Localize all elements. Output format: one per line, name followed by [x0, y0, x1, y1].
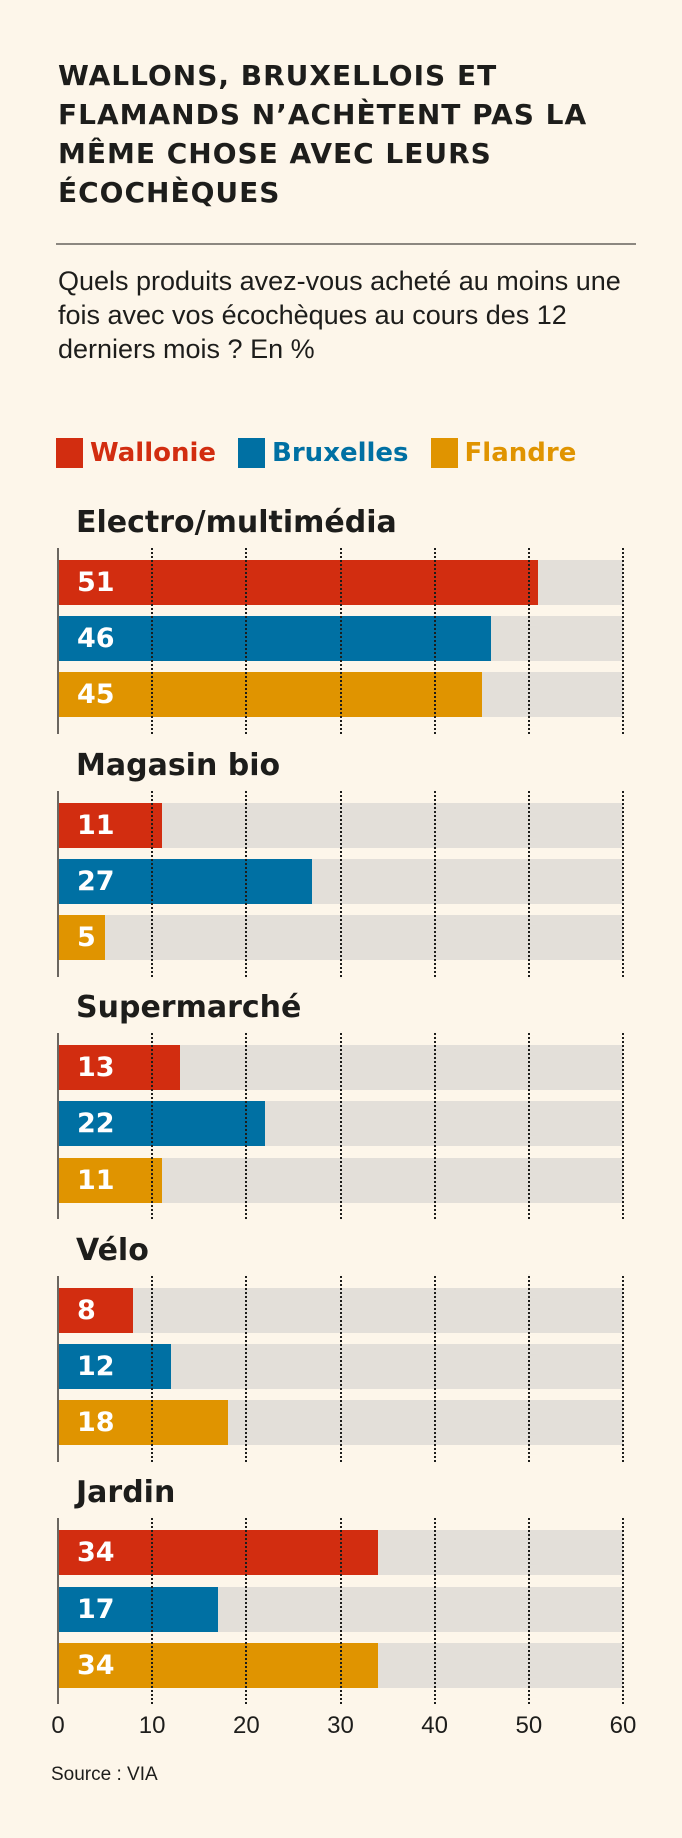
- data-label: 13: [77, 1052, 115, 1084]
- data-label: 22: [77, 1108, 115, 1140]
- baseline-axis: [57, 548, 59, 734]
- data-label: 27: [77, 865, 115, 897]
- data-label: 34: [77, 1649, 115, 1681]
- bar-wallonie: [58, 560, 539, 605]
- legend-label: Flandre: [464, 438, 577, 468]
- gridline: [339, 1033, 342, 1220]
- chart-subtitle: Quels produits avez-vous acheté au moins…: [58, 266, 621, 364]
- data-label: 5: [77, 922, 96, 953]
- gridline: [245, 1518, 248, 1705]
- gridline: [339, 548, 342, 734]
- x-tick-label: 60: [609, 1712, 637, 1739]
- legend-item-wallonie: Wallonie: [56, 438, 216, 468]
- category-label: Supermarché: [76, 990, 302, 1026]
- data-label: 18: [77, 1407, 115, 1439]
- bar-wallonie: [58, 1045, 181, 1091]
- gridline: [527, 1033, 530, 1220]
- gridline: [339, 790, 342, 977]
- gridline: [527, 1275, 530, 1462]
- gridline: [245, 548, 248, 734]
- data-label: 8: [77, 1294, 96, 1326]
- chart-title: WALLONS, BRUXELLOIS ET FLAMANDS N’ACHÈTE…: [58, 59, 588, 209]
- gridline: [433, 548, 436, 734]
- gridline: [151, 1518, 154, 1705]
- bar-flandre: [58, 915, 106, 960]
- gridline: [339, 1518, 342, 1705]
- source-note: Source : VIA: [51, 1764, 158, 1785]
- data-label: 46: [77, 623, 115, 655]
- data-label: 12: [77, 1351, 115, 1382]
- bar-bruxelles: [58, 616, 492, 662]
- baseline-axis: [57, 1033, 59, 1220]
- category-label: Electro/multimédia: [76, 505, 397, 540]
- bar-bruxelles: [58, 1101, 266, 1147]
- x-tick-label: 50: [515, 1712, 543, 1739]
- data-label: 34: [77, 1537, 115, 1569]
- gridline: [339, 1275, 342, 1462]
- gridline: [245, 1033, 248, 1220]
- legend-swatch-flandre: [430, 438, 458, 468]
- x-tick-label: 40: [421, 1712, 449, 1739]
- bar-wallonie: [58, 1287, 134, 1333]
- gridline: [622, 1275, 624, 1462]
- data-label: 17: [77, 1593, 115, 1625]
- x-tick-label: 20: [232, 1712, 260, 1739]
- legend-item-flandre: Flandre: [430, 438, 577, 468]
- baseline-axis: [57, 1518, 59, 1705]
- gridline: [622, 790, 624, 977]
- x-tick-label: 10: [138, 1712, 166, 1739]
- gridline: [622, 1518, 624, 1705]
- category-label: Magasin bio: [76, 747, 281, 783]
- gridline: [622, 1033, 624, 1220]
- gridline: [151, 790, 154, 977]
- legend-label: Wallonie: [90, 438, 217, 468]
- gridline: [527, 790, 530, 977]
- bar-flandre: [58, 1400, 228, 1446]
- gridline: [245, 790, 248, 977]
- legend-label: Bruxelles: [272, 438, 409, 468]
- bar-bruxelles: [58, 1586, 219, 1632]
- legend-swatch-wallonie: [56, 438, 83, 468]
- legend-item-bruxelles: Bruxelles: [238, 438, 409, 468]
- bar-wallonie: [58, 802, 162, 848]
- gridline: [527, 1518, 530, 1705]
- baseline-axis: [57, 1275, 59, 1462]
- x-tick-label: 30: [327, 1712, 354, 1739]
- gridline: [433, 1518, 436, 1705]
- gridline: [622, 548, 624, 734]
- gridline: [245, 1275, 248, 1462]
- gridline: [433, 1033, 436, 1220]
- data-label: 11: [77, 1164, 115, 1196]
- gridline: [433, 1275, 436, 1462]
- gridline: [527, 548, 530, 734]
- gridline: [433, 790, 436, 977]
- gridline: [151, 1033, 154, 1220]
- category-label: Vélo: [76, 1232, 149, 1268]
- bar-flandre: [58, 672, 482, 718]
- data-label: 45: [77, 679, 115, 711]
- bar-flandre: [58, 1157, 162, 1203]
- category-label: Jardin: [76, 1475, 176, 1511]
- data-label: 51: [77, 567, 115, 598]
- data-label: 11: [77, 809, 115, 841]
- legend: Wallonie Bruxelles Flandre: [56, 436, 598, 470]
- bar-wallonie: [58, 1530, 379, 1576]
- gridline: [151, 1275, 154, 1462]
- title-divider: [56, 243, 636, 245]
- x-tick-label: 0: [51, 1712, 65, 1739]
- legend-swatch-bruxelles: [238, 438, 266, 468]
- bar-bruxelles: [58, 858, 313, 904]
- bar-flandre: [58, 1642, 379, 1688]
- baseline-axis: [57, 790, 59, 977]
- gridline: [151, 548, 154, 734]
